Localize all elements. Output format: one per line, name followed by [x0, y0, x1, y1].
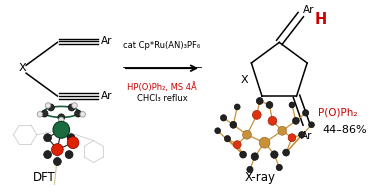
Circle shape: [308, 122, 314, 128]
Text: H: H: [314, 12, 327, 27]
Circle shape: [289, 102, 295, 108]
Circle shape: [67, 134, 75, 142]
Text: CHCl₃ reflux: CHCl₃ reflux: [136, 94, 187, 103]
Text: Ar: Ar: [303, 5, 314, 15]
Circle shape: [220, 115, 227, 121]
Circle shape: [41, 110, 48, 117]
Text: X: X: [19, 63, 26, 73]
Circle shape: [299, 132, 305, 138]
Text: Ar: Ar: [101, 36, 113, 46]
Circle shape: [302, 110, 309, 116]
Circle shape: [51, 144, 63, 156]
Text: cat Cp*Ru(AN)₃PF₆: cat Cp*Ru(AN)₃PF₆: [123, 41, 201, 50]
Circle shape: [59, 117, 64, 123]
Text: X-ray: X-ray: [244, 171, 275, 184]
Circle shape: [259, 137, 270, 148]
Circle shape: [251, 153, 259, 160]
Circle shape: [253, 110, 261, 119]
Circle shape: [276, 164, 282, 171]
Circle shape: [37, 112, 43, 117]
Circle shape: [266, 101, 273, 108]
Circle shape: [72, 103, 77, 108]
Circle shape: [215, 128, 221, 134]
Circle shape: [234, 104, 240, 110]
Circle shape: [45, 103, 51, 108]
Circle shape: [240, 151, 246, 158]
Circle shape: [44, 134, 51, 142]
Circle shape: [80, 112, 85, 117]
Circle shape: [53, 121, 70, 138]
Circle shape: [268, 116, 277, 125]
Circle shape: [230, 121, 237, 128]
Circle shape: [68, 104, 75, 111]
Circle shape: [278, 126, 287, 135]
Circle shape: [65, 151, 73, 158]
Text: Ar: Ar: [101, 91, 113, 101]
Circle shape: [224, 136, 231, 142]
Circle shape: [48, 104, 54, 111]
Text: X: X: [241, 75, 249, 85]
Circle shape: [67, 137, 79, 149]
Text: 44–86%: 44–86%: [323, 125, 367, 135]
Circle shape: [293, 117, 299, 124]
Circle shape: [53, 158, 61, 165]
Circle shape: [288, 134, 296, 142]
Circle shape: [233, 141, 241, 149]
Circle shape: [44, 151, 51, 158]
Text: Ar: Ar: [301, 131, 312, 141]
Circle shape: [58, 114, 65, 121]
Circle shape: [283, 149, 290, 156]
Circle shape: [247, 166, 253, 173]
Text: P(O)Ph₂: P(O)Ph₂: [318, 107, 358, 117]
Circle shape: [256, 98, 263, 104]
Text: DFT: DFT: [33, 171, 56, 184]
Circle shape: [243, 130, 251, 139]
Circle shape: [74, 110, 81, 117]
Circle shape: [271, 151, 278, 158]
Text: HP(O)Ph₂, MS 4Å: HP(O)Ph₂, MS 4Å: [127, 82, 197, 92]
